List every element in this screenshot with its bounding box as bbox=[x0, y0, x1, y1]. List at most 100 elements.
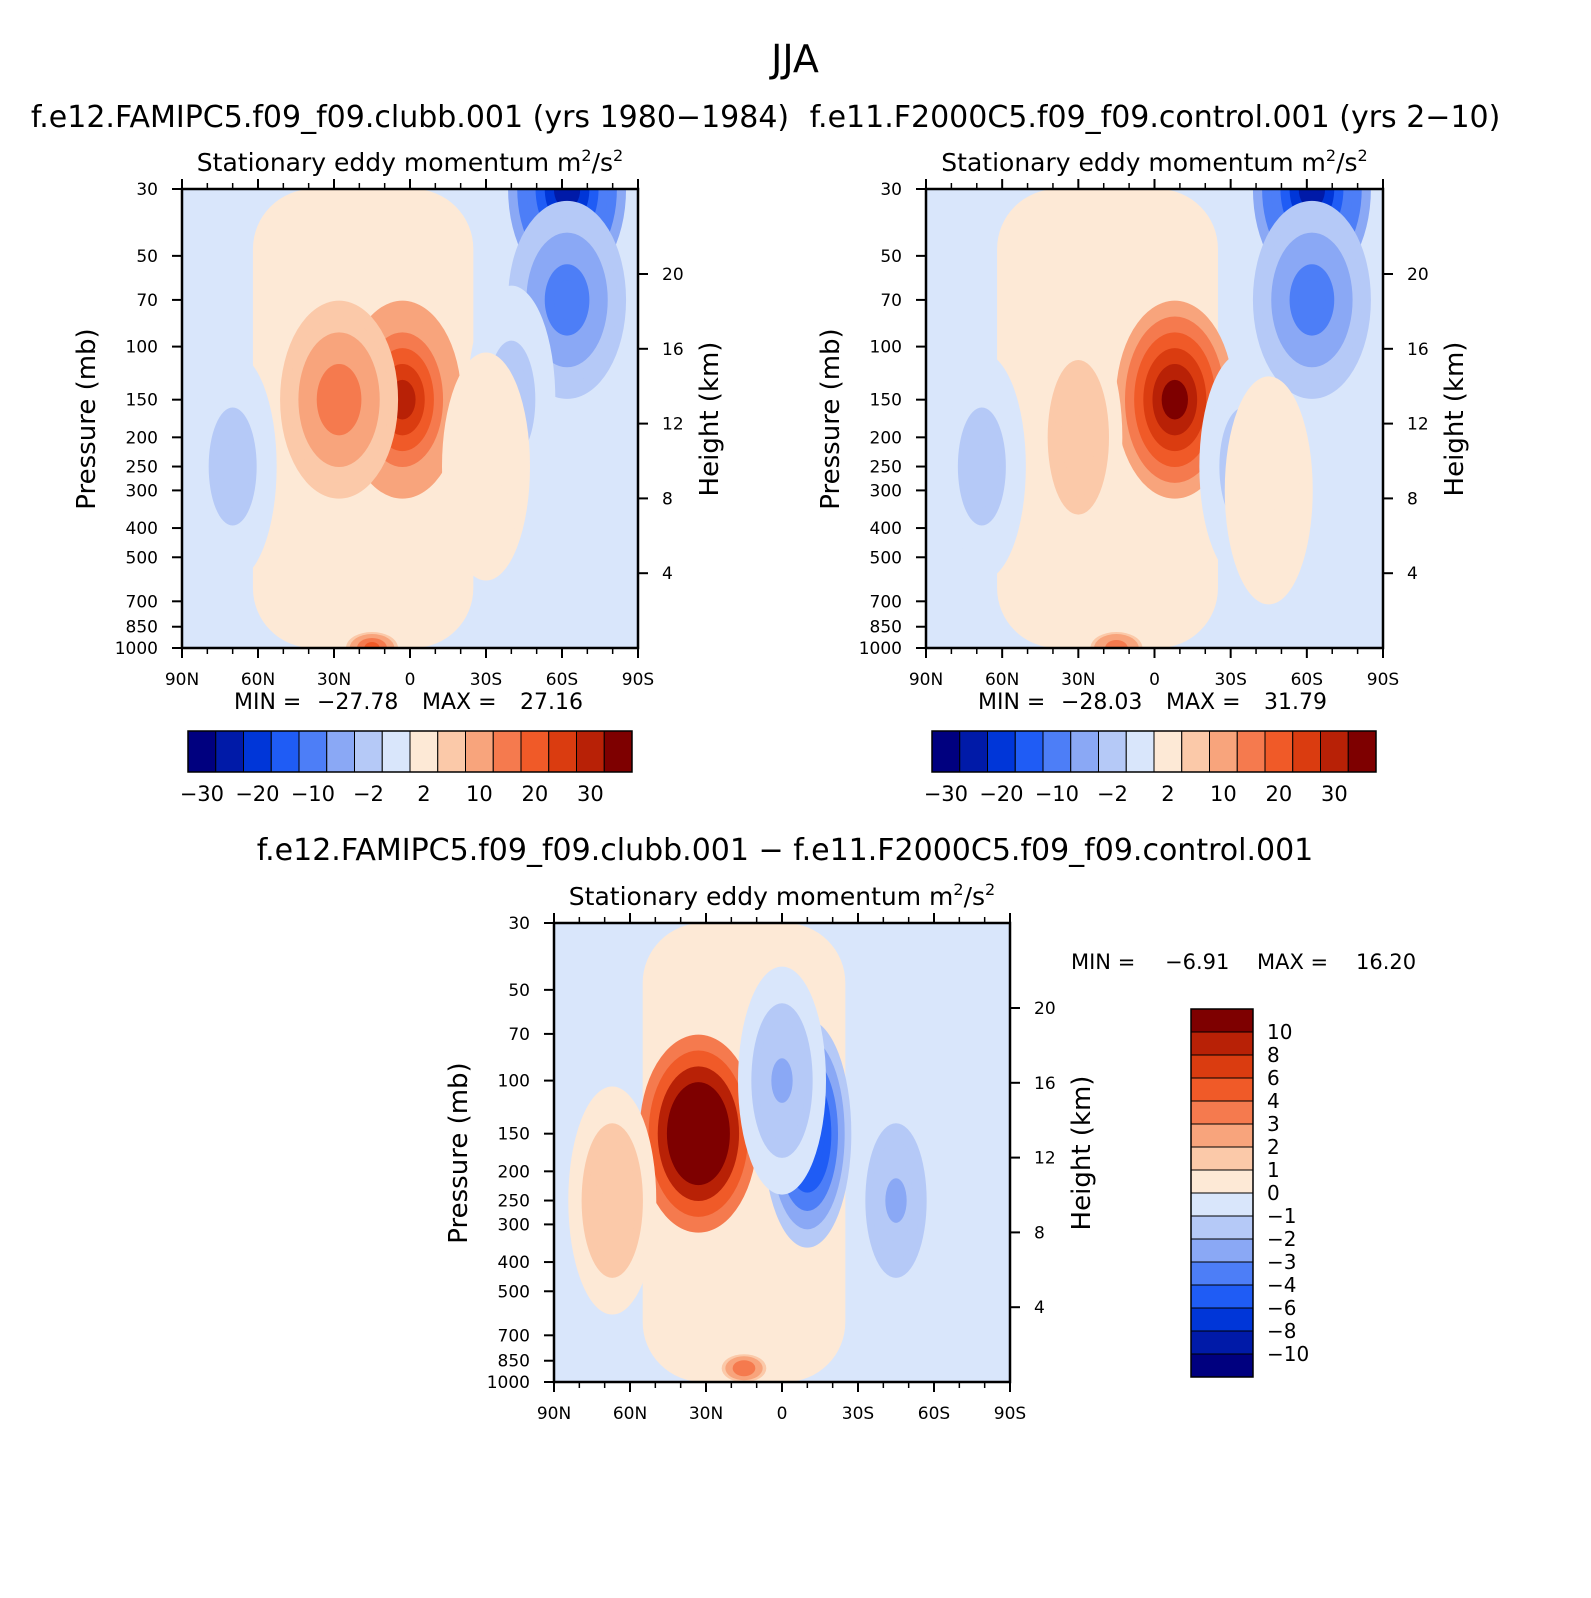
y-tick-label: 200 bbox=[126, 428, 158, 448]
y-tick-label: 700 bbox=[498, 1326, 530, 1346]
colorbar-label: −30 bbox=[924, 782, 968, 806]
y-tick-label: 150 bbox=[126, 391, 158, 411]
colorbar-swatch bbox=[492, 730, 522, 773]
colorbar-label: −2 bbox=[353, 782, 384, 806]
y-tick-label: 400 bbox=[126, 519, 158, 539]
y-tick-label: 100 bbox=[126, 338, 158, 358]
field-feature-2 bbox=[1108, 642, 1125, 648]
y-tick-label: 100 bbox=[870, 338, 902, 358]
y2-tick-label: 4 bbox=[1034, 1298, 1045, 1318]
y2-tick-label: 16 bbox=[1407, 340, 1429, 360]
panel-title: f.e12.FAMIPC5.f09_f09.clubb.001 − f.e11.… bbox=[257, 833, 1314, 868]
field-feature-5 bbox=[971, 444, 993, 489]
colorbar-label: 2 bbox=[1267, 1135, 1280, 1159]
y-tick-label: 700 bbox=[126, 592, 158, 612]
y-tick-label: 50 bbox=[880, 247, 902, 267]
panel-title: f.e12.FAMIPC5.f09_f09.clubb.001 (yrs 198… bbox=[31, 100, 789, 135]
field-feature-3 bbox=[771, 1058, 793, 1103]
max-value: 31.79 bbox=[1264, 690, 1327, 715]
colorbar-swatch bbox=[1098, 730, 1127, 773]
min-value: −6.91 bbox=[1165, 950, 1229, 974]
colorbar-frame bbox=[931, 730, 1377, 773]
y-tick-label: 300 bbox=[126, 481, 158, 501]
colorbar-swatch bbox=[1190, 1054, 1254, 1079]
colorbar-label: 20 bbox=[522, 782, 549, 806]
y2-axis-label: Height (km) bbox=[695, 342, 725, 497]
colorbar-swatch bbox=[437, 730, 466, 773]
colorbar-label: 10 bbox=[466, 782, 493, 806]
colorbar-abs-1: −30 −20 −10 −2 2 10 20 30 bbox=[180, 730, 633, 806]
colorbar-label: 3 bbox=[1267, 1112, 1280, 1136]
colorbar-swatch bbox=[1190, 1330, 1254, 1355]
y2-tick-label: 12 bbox=[1034, 1149, 1056, 1169]
y2-tick-label: 8 bbox=[662, 489, 673, 509]
colorbar-swatch bbox=[243, 730, 272, 773]
y2-tick-label: 4 bbox=[662, 564, 673, 584]
y2-tick-label: 20 bbox=[1034, 999, 1056, 1019]
colorbar-swatch bbox=[1209, 730, 1238, 773]
colorbar-swatch bbox=[1181, 730, 1210, 773]
x-tick-label: 30N bbox=[689, 1404, 723, 1424]
chart-panel-2: f.e11.F2000C5.f09_f09.control.001 (yrs 2… bbox=[810, 100, 1501, 715]
x-tick-label: 90N bbox=[537, 1404, 571, 1424]
colorbar-swatch bbox=[520, 730, 550, 773]
min-label: MIN = bbox=[234, 690, 301, 715]
field-feature-1 bbox=[325, 379, 353, 420]
colorbar-label: −8 bbox=[1267, 1319, 1296, 1343]
y-tick-label: 850 bbox=[126, 618, 158, 638]
colorbar-label: 30 bbox=[1321, 782, 1348, 806]
y-tick-label: 300 bbox=[870, 481, 902, 501]
y-tick-label: 700 bbox=[870, 592, 902, 612]
colorbars: −30 −20 −10 −2 2 10 20 30 −30 −20 −10 −2 2 10 20 301086… bbox=[180, 730, 1377, 1378]
colorbar-label: −20 bbox=[979, 782, 1023, 806]
colorbar-label: −10 bbox=[291, 782, 335, 806]
field-background bbox=[926, 189, 1383, 648]
x-tick-label: 30S bbox=[470, 670, 502, 690]
field-background bbox=[182, 189, 638, 648]
colorbar-label: 4 bbox=[1267, 1089, 1280, 1113]
max-label: MAX = bbox=[1257, 950, 1328, 974]
colorbar-label: −2 bbox=[1267, 1227, 1296, 1251]
page-title: JJA bbox=[769, 37, 819, 81]
y-tick-label: 50 bbox=[508, 981, 530, 1001]
y-tick-label: 400 bbox=[498, 1253, 530, 1273]
colorbar-label: −1 bbox=[1267, 1204, 1296, 1228]
y-tick-label: 50 bbox=[136, 247, 158, 267]
y-tick-label: 1000 bbox=[115, 639, 158, 659]
y2-tick-label: 16 bbox=[662, 340, 684, 360]
colorbar-swatch bbox=[1190, 1261, 1254, 1286]
y-axis-label: Pressure (mb) bbox=[72, 328, 102, 509]
x-tick-label: 90S bbox=[622, 670, 654, 690]
colorbar-label: −3 bbox=[1267, 1250, 1296, 1274]
colorbar-label: 6 bbox=[1267, 1066, 1280, 1090]
x-tick-label: 60S bbox=[546, 670, 578, 690]
y-axis-label: Pressure (mb) bbox=[444, 1062, 474, 1243]
chart-panel-1: f.e12.FAMIPC5.f09_f09.clubb.001 (yrs 198… bbox=[31, 100, 789, 715]
colorbar-swatch bbox=[1125, 730, 1155, 773]
panel-subtitle: Stationary eddy momentum m2/s2 bbox=[197, 146, 623, 177]
colorbar-swatch bbox=[1347, 730, 1377, 773]
field-feature-5 bbox=[736, 1362, 752, 1375]
y-tick-label: 850 bbox=[870, 618, 902, 638]
colorbar-swatch bbox=[1264, 730, 1294, 773]
panel-subtitle: Stationary eddy momentum m2/s2 bbox=[941, 146, 1367, 177]
colorbar-swatch bbox=[465, 730, 494, 773]
colorbar-swatch bbox=[1190, 1284, 1254, 1309]
y-tick-label: 100 bbox=[498, 1072, 530, 1092]
panels: f.e12.FAMIPC5.f09_f09.clubb.001 (yrs 198… bbox=[31, 100, 1501, 1424]
x-tick-label: 90S bbox=[1367, 670, 1399, 690]
x-tick-label: 60N bbox=[985, 670, 1019, 690]
y-tick-label: 150 bbox=[870, 391, 902, 411]
field-background bbox=[554, 923, 1010, 1382]
y-tick-label: 250 bbox=[870, 458, 902, 478]
y-tick-label: 150 bbox=[498, 1125, 530, 1145]
x-tick-label: 90N bbox=[909, 670, 943, 690]
y-tick-label: 250 bbox=[498, 1192, 530, 1212]
colorbar-swatch bbox=[987, 730, 1016, 773]
y-axis-label: Pressure (mb) bbox=[816, 328, 846, 509]
colorbar-label: −10 bbox=[1267, 1342, 1309, 1366]
colorbar-label: −20 bbox=[235, 782, 279, 806]
colorbar-swatch bbox=[409, 730, 439, 773]
colorbar-swatch bbox=[1190, 1353, 1254, 1378]
